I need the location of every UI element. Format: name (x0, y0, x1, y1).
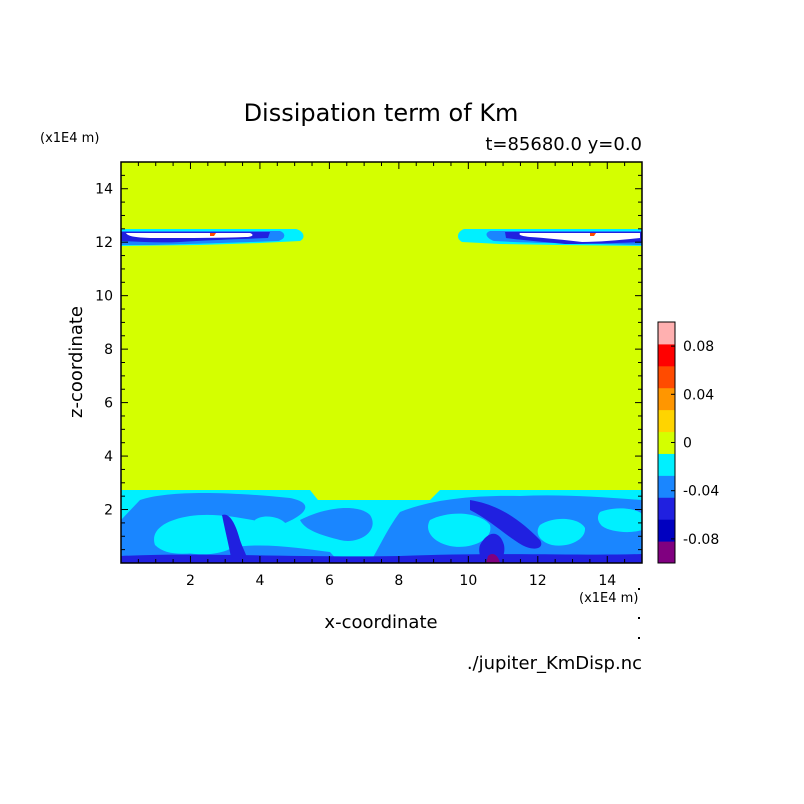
upper-left-pink (126, 233, 253, 238)
lower-layer-cyan-eddy-5 (597, 508, 642, 533)
x-tick-label: 2 (186, 573, 195, 589)
y-tick-label: 12 (95, 235, 113, 251)
colorbar-swatch (658, 409, 675, 433)
x-unit-label: (x1E4 m) (579, 591, 638, 606)
y-tick-label: 10 (95, 289, 113, 305)
y-tick-label: 8 (104, 342, 113, 358)
lower-layer-blue-left (121, 493, 340, 563)
y-tick-label: 2 (104, 503, 113, 519)
lower-layer-bottom-strip (121, 554, 642, 563)
colorbar-swatch (658, 453, 675, 476)
lower-layer-blue-mid (300, 508, 373, 541)
colorbar-swatch (658, 365, 675, 389)
colorbar-swatch (658, 343, 675, 367)
lower-layer-purple (486, 554, 500, 563)
y-tick-label: 4 (104, 449, 113, 465)
axis-ticks: 2 4 6 8 10 12 14 2 4 6 8 10 12 14 (95, 162, 642, 589)
colorbar-tick-label: -0.04 (683, 484, 719, 500)
colorbar-tick-label: 0.08 (683, 339, 714, 355)
y-tick-label: 6 (104, 396, 113, 412)
colorbar-swatch (658, 431, 675, 454)
field-layer (121, 162, 642, 563)
y-unit-label: (x1E4 m) (40, 131, 99, 146)
chart-title: Dissipation term of Km (244, 99, 519, 127)
lower-boundary-layer (121, 490, 642, 563)
unit-markers (638, 588, 640, 639)
x-tick-label: 8 (394, 573, 403, 589)
colorbar: 0.08 0.04 0 -0.04 -0.08 (657, 321, 719, 564)
unit-marker (638, 617, 640, 619)
colorbar-swatch (658, 322, 675, 345)
lower-layer-cyan-eddy-2 (253, 516, 287, 534)
upper-right-pink (519, 233, 640, 242)
x-tick-label: 14 (598, 573, 616, 589)
unit-marker (638, 588, 640, 590)
upper-left-red-speck (210, 233, 216, 236)
lower-layer-cyan-eddy-4 (537, 518, 586, 546)
colorbar-tick-label: -0.08 (683, 532, 719, 548)
colorbar-tick-label: 0.04 (683, 387, 714, 403)
x-tick-label: 10 (459, 573, 477, 589)
upper-layer-left (121, 229, 304, 246)
colorbar-tick-label: 0 (683, 436, 692, 452)
upper-layer-right (457, 229, 642, 246)
unit-marker (638, 637, 640, 639)
lower-layer-darkblue-1 (222, 514, 248, 563)
lower-layer-cyan-eddy-1 (168, 524, 239, 555)
colorbar-swatch (658, 541, 675, 564)
y-axis-label: z-coordinate (66, 306, 87, 418)
upper-right-red-speck (590, 233, 596, 236)
chart-subtitle: t=85680.0 y=0.0 (485, 134, 642, 155)
lower-layer-darkblue-2 (470, 500, 542, 549)
colorbar-swatch (658, 497, 675, 520)
x-tick-label: 12 (529, 573, 547, 589)
colorbar-swatch (658, 387, 675, 411)
colorbar-swatch (658, 475, 675, 498)
lower-layer-cyan-eddy-3 (428, 513, 491, 547)
x-axis-label: x-coordinate (324, 612, 437, 633)
y-tick-label: 14 (95, 182, 113, 198)
source-filename: ./jupiter_KmDisp.nc (467, 653, 642, 674)
x-tick-label: 4 (255, 573, 264, 589)
colorbar-swatch (658, 519, 675, 542)
x-tick-label: 6 (325, 573, 334, 589)
